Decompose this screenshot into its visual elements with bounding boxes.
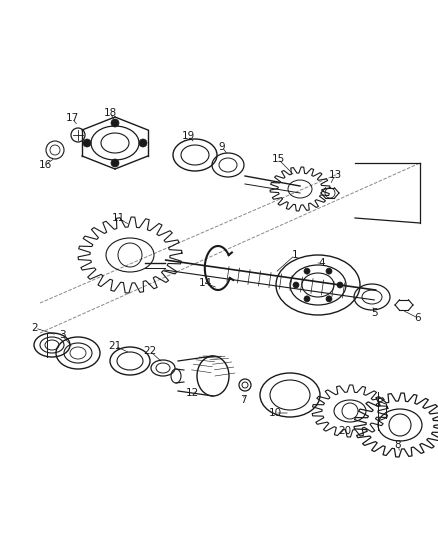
Text: 7: 7 <box>239 395 246 405</box>
Text: 12: 12 <box>185 388 198 398</box>
Text: 3: 3 <box>59 330 65 340</box>
Text: 11: 11 <box>111 213 124 223</box>
Text: 13: 13 <box>328 170 341 180</box>
Circle shape <box>325 268 331 274</box>
Circle shape <box>83 139 91 147</box>
Text: 8: 8 <box>394 440 400 450</box>
Circle shape <box>111 159 119 167</box>
Circle shape <box>325 296 331 302</box>
Text: 9: 9 <box>218 142 225 152</box>
Text: 6: 6 <box>414 313 420 323</box>
Text: 10: 10 <box>268 408 281 418</box>
Circle shape <box>336 282 342 288</box>
Text: 16: 16 <box>38 160 52 170</box>
Circle shape <box>139 139 147 147</box>
Text: 15: 15 <box>271 154 284 164</box>
Text: 17: 17 <box>65 113 78 123</box>
Text: 18: 18 <box>103 108 117 118</box>
Text: 14: 14 <box>198 278 211 288</box>
Text: 2: 2 <box>32 323 38 333</box>
Text: 21: 21 <box>108 341 121 351</box>
Text: 1: 1 <box>291 250 298 260</box>
Circle shape <box>303 268 309 274</box>
Text: 19: 19 <box>181 131 194 141</box>
Circle shape <box>111 119 119 127</box>
Circle shape <box>303 296 309 302</box>
Text: 20: 20 <box>338 426 351 436</box>
Circle shape <box>292 282 298 288</box>
Text: 4: 4 <box>318 258 325 268</box>
Text: 5: 5 <box>371 308 378 318</box>
Text: 22: 22 <box>143 346 156 356</box>
